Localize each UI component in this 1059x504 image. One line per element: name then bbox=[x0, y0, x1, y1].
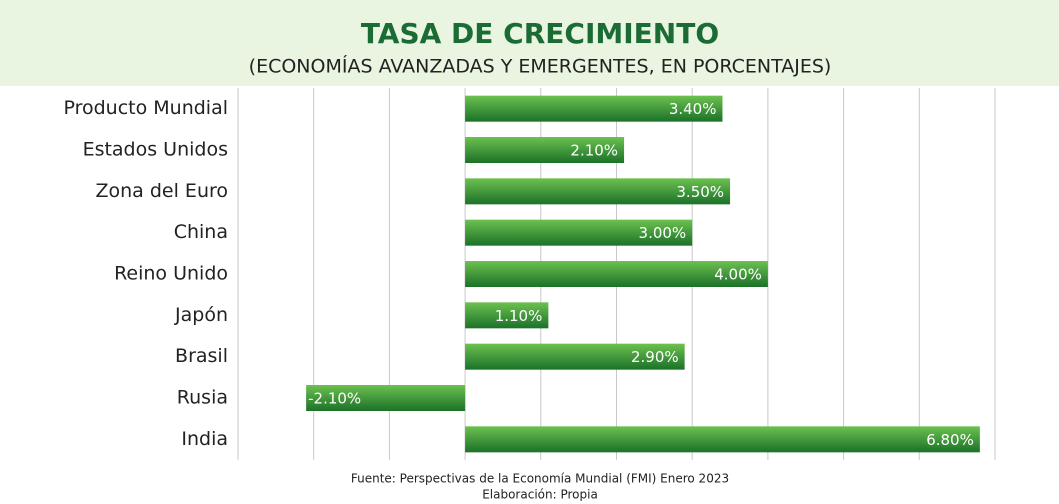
value-label: 3.00% bbox=[639, 224, 687, 242]
category-label: Japón bbox=[174, 304, 228, 326]
category-label: India bbox=[181, 428, 228, 450]
value-label: 2.10% bbox=[570, 142, 618, 160]
category-label: Reino Unido bbox=[114, 263, 228, 285]
bar bbox=[465, 261, 768, 287]
value-label: 3.40% bbox=[669, 100, 717, 118]
bar bbox=[465, 302, 549, 329]
value-label: 6.80% bbox=[926, 431, 974, 449]
category-label: Estados Unidos bbox=[83, 139, 228, 161]
category-label: China bbox=[174, 221, 228, 243]
bar bbox=[465, 178, 731, 205]
bar bbox=[465, 95, 723, 122]
bar bbox=[306, 385, 466, 411]
value-label: 2.90% bbox=[631, 348, 679, 366]
credit-note: Elaboración: Propia bbox=[482, 488, 598, 502]
category-label: Producto Mundial bbox=[63, 97, 228, 119]
value-label: 1.10% bbox=[495, 307, 543, 325]
source-note: Fuente: Perspectivas de la Economía Mund… bbox=[351, 472, 729, 486]
chart-subtitle: (ECONOMÍAS AVANZADAS Y EMERGENTES, EN PO… bbox=[249, 55, 832, 78]
category-label: Brasil bbox=[175, 345, 228, 367]
bar bbox=[465, 426, 980, 453]
bar bbox=[465, 137, 625, 163]
bar bbox=[465, 219, 693, 246]
chart-title: TASA DE CRECIMIENTO bbox=[361, 17, 719, 50]
header-band bbox=[0, 0, 1059, 86]
value-label: -2.10% bbox=[308, 390, 361, 408]
value-label: 3.50% bbox=[676, 183, 724, 201]
category-label: Rusia bbox=[177, 387, 228, 409]
category-label: Zona del Euro bbox=[96, 180, 229, 202]
value-label: 4.00% bbox=[714, 266, 762, 284]
bar bbox=[465, 343, 685, 370]
